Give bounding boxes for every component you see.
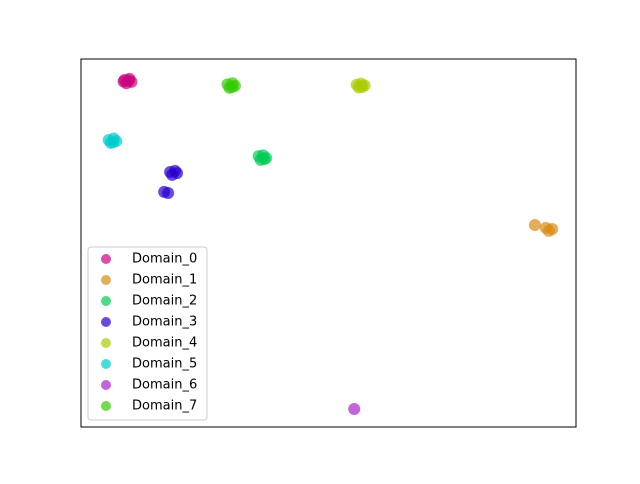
point (528, 218, 541, 231)
legend-marker (101, 359, 111, 369)
legend-label: Domain_1 (132, 273, 197, 288)
legend-marker (101, 401, 111, 411)
legend-label: Domain_4 (132, 336, 197, 351)
point (166, 168, 179, 181)
legend-marker (101, 296, 111, 306)
legend-box (87, 246, 208, 421)
legend-marker (101, 254, 111, 264)
legend-label: Domain_3 (132, 315, 197, 330)
legend-label: Domain_7 (132, 399, 197, 414)
point (162, 186, 175, 199)
legend-label: Domain_2 (132, 294, 197, 309)
point (348, 402, 361, 415)
legend-marker (101, 338, 111, 348)
legend-marker (101, 275, 111, 285)
legend-marker (101, 317, 111, 327)
legend-marker (101, 380, 111, 390)
point (258, 153, 271, 166)
plot-frame (80, 58, 577, 428)
point (117, 75, 130, 88)
point (546, 223, 559, 236)
point (356, 80, 369, 93)
point (107, 136, 120, 149)
point (225, 80, 238, 93)
legend-label: Domain_6 (132, 378, 197, 393)
legend-label: Domain_0 (132, 252, 197, 267)
legend-label: Domain_5 (132, 357, 197, 372)
